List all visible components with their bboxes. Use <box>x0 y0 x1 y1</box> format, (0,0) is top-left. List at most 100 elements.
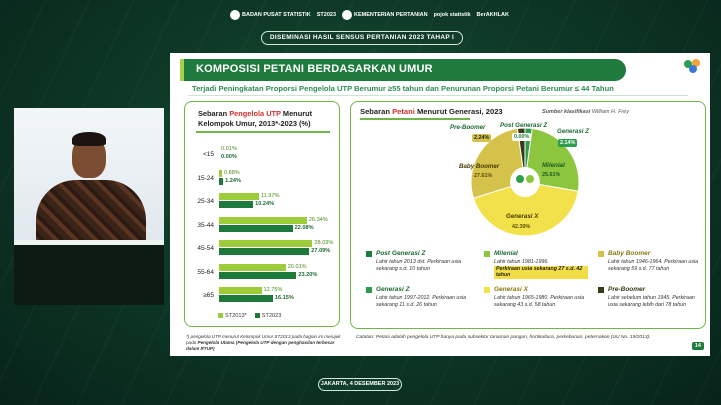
logo-bar: BADAN PUSAT STATISTIK ST2023 KEMENTERIAN… <box>230 8 509 22</box>
generation-color-swatch <box>598 250 604 257</box>
age-category-label: 55-64 <box>197 268 214 276</box>
age-bar-value-label: 0.88% <box>223 169 240 176</box>
generation-legend-item: Baby Boomer Lahir tahun 1946-1964. Perkir… <box>598 250 702 272</box>
generation-name: Baby Boomer <box>608 250 651 257</box>
age-bar-value-label: 11.97% <box>260 193 280 199</box>
logo-bps: BADAN PUSAT STATISTIK <box>230 10 311 20</box>
age-chart-heading: Sebaran Pengelola UTP Menurut Kelompok U… <box>198 109 313 128</box>
age-category-label: 35-44 <box>197 221 214 229</box>
age-distribution-card <box>184 101 340 327</box>
generation-name: Generasi Z <box>376 286 410 293</box>
generation-name: Generasi X <box>494 286 528 293</box>
age-bar-st2013 <box>219 193 259 200</box>
speaker-hair <box>72 132 106 146</box>
age-bar-st2013 <box>219 169 222 177</box>
age-bar-st2013 <box>219 287 262 294</box>
age-bar-value-label: 0.00% <box>221 154 237 160</box>
age-bar-value-label: 27.09% <box>311 248 331 254</box>
generation-pie-chart <box>470 127 580 237</box>
source-note: Sumber klasifikasi William H. Frey <box>542 109 630 115</box>
logo-berakhlak: BerAKHLAK <box>476 12 509 18</box>
generation-description: Lahir tahun 1965-1980. Perkiraan usia se… <box>494 295 585 308</box>
age-category-label: <15 <box>202 151 214 158</box>
age-bar-value-label: 26.34% <box>308 216 328 223</box>
pie-slice-value: 25.61% <box>542 172 561 178</box>
generation-name: Post Generasi Z <box>376 250 426 257</box>
age-chart-legend: ST2013* ST2023 <box>218 313 281 319</box>
age-bar-value-label: 28.03% <box>314 240 334 246</box>
generation-description: Lahir tahun 2013 dst. Perkiraan usia sek… <box>376 259 462 272</box>
legend-st2013: ST2013* <box>218 313 247 319</box>
presentation-slide: KOMPOSISI PETANI BERDASARKAN UMUR Terjad… <box>170 53 710 356</box>
pie-slice <box>472 181 579 237</box>
pie-slice-value: 2.14% <box>558 139 578 147</box>
generation-description: Lahir tahun 1981-1996. Perkiraan usia sek… <box>494 259 588 279</box>
age-category-label: 15-24 <box>197 174 214 182</box>
pie-slice-value: 27.61% <box>474 173 493 179</box>
st2023-logo-icon <box>684 59 700 73</box>
pie-slice-label: Milenial <box>542 162 565 169</box>
bps-logo-icon <box>230 10 240 20</box>
pie-slice-label: Generasi X <box>506 213 539 220</box>
generation-chart-heading: Sebaran Petani Menurut Generasi, 2023 <box>360 107 503 116</box>
age-bar-st2023 <box>219 271 297 279</box>
generation-legend-item: Pre-Boomer Lahir sebelum tahun 1945. Perk… <box>598 286 702 308</box>
generation-color-swatch <box>366 286 372 293</box>
age-category-label: ≥65 <box>203 292 214 299</box>
logo-st2023: ST2023 <box>316 12 337 18</box>
age-category-label: 25-34 <box>197 198 214 205</box>
generation-highlight: Perkiraan usia sekarang 27 s.d. 42 tahun <box>494 265 588 279</box>
generation-legend-item: Generasi X Lahir tahun 1965-1980. Perkira… <box>484 286 588 308</box>
generation-description: Lahir tahun 1946-1964. Perkiraan usia se… <box>608 259 699 272</box>
age-bar-value-label: 12.75% <box>263 287 283 293</box>
generation-legend-item: Milenial Lahir tahun 1981-1996. Perkiraan … <box>484 250 588 279</box>
pie-slice-value: 2.24% <box>472 134 492 142</box>
generation-name: Milenial <box>494 250 518 257</box>
generation-legend-item: Post Generasi Z Lahir tahun 2013 dst. Per… <box>366 250 470 272</box>
age-bar-value-label: 1.24% <box>225 177 241 184</box>
podium-top <box>14 240 164 248</box>
age-bar-st2023 <box>219 295 273 302</box>
generation-description: Lahir sebelum tahun 1945. Perkiraan usia… <box>608 295 695 308</box>
age-bar-st2023 <box>219 201 254 208</box>
pie-slice-value: 42.39% <box>512 224 531 230</box>
slide-title: KOMPOSISI PETANI BERDASARKAN UMUR <box>196 63 433 75</box>
generation-legend-item: Generasi Z Lahir tahun 1997-2012. Perkira… <box>366 286 470 308</box>
age-bar-st2013 <box>219 240 313 247</box>
kementan-logo-icon <box>342 10 353 20</box>
age-bar-st2013 <box>219 263 286 271</box>
event-date: JAKARTA, 4 DESEMBER 2023 <box>318 378 402 391</box>
age-category-label: 45-54 <box>197 245 214 252</box>
slide-subtitle: Terjadi Peningkatan Proporsi Pengelola U… <box>192 84 614 93</box>
pie-slice-value: 0.00% <box>512 133 532 141</box>
generation-description: Lahir tahun 1997-2012. Perkiraan usia se… <box>376 295 467 308</box>
age-bar-st2023 <box>219 224 293 232</box>
generation-color-swatch <box>598 286 604 293</box>
age-chart-footnote: *) pengelola UTP menurut Kelompok Umur S… <box>186 334 341 351</box>
age-bar-st2023 <box>219 248 310 255</box>
generation-color-swatch <box>366 250 372 257</box>
age-bar-st2013 <box>219 216 307 224</box>
age-bar-value-label: 23.20% <box>298 271 318 278</box>
age-bar-value-label: 22.08% <box>294 224 314 231</box>
legend-st2023: ST2023 <box>254 313 281 319</box>
generation-color-swatch <box>484 250 490 257</box>
age-bar-st2023 <box>219 177 224 185</box>
pie-slice-label: Post Generasi Z <box>500 122 548 129</box>
logo-kementan: KEMENTERIAN PERTANIAN <box>342 10 428 20</box>
slide-title-bar <box>180 59 626 81</box>
pie-slice-label: Pre-Boomer <box>450 124 486 131</box>
generation-name: Pre-Boomer <box>608 286 646 293</box>
podium <box>14 245 164 305</box>
age-bar-value-label: 20.01% <box>287 263 307 270</box>
generation-color-swatch <box>484 286 490 293</box>
logo-pojok: pojok statistik <box>433 12 471 18</box>
age-bar-value-label: 0.01% <box>221 146 237 152</box>
catatan-note: Catatan: Petani adalah pengelola UTP han… <box>356 335 651 340</box>
pie-slice-label: Generasi Z <box>557 128 589 135</box>
page-number: 14 <box>691 342 704 350</box>
age-bar-value-label: 10.24% <box>255 201 275 207</box>
farmer-illustration-icon <box>510 167 540 197</box>
age-bar-value-label: 16.15% <box>274 295 294 301</box>
pie-slice-label: Baby Boomer <box>459 163 500 170</box>
